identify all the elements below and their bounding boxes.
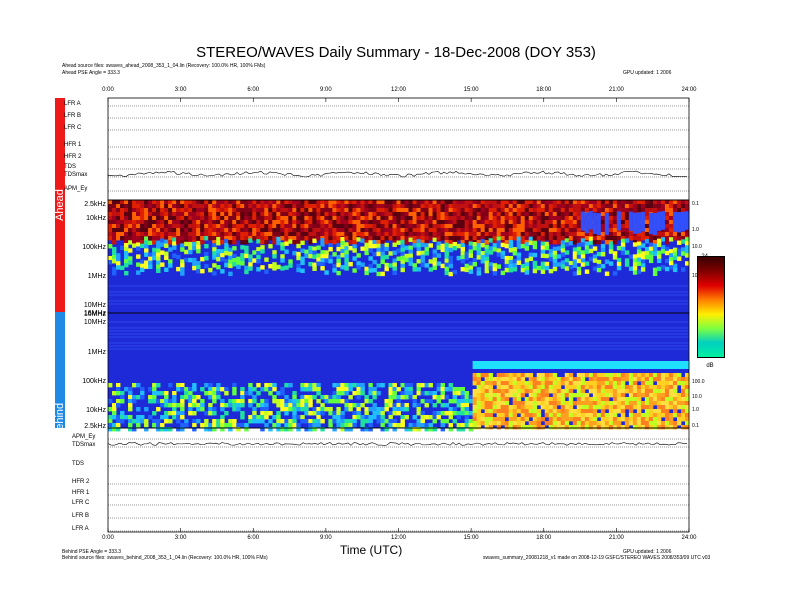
behind-panel-label: TDSmax [72,442,95,448]
generated-top-text: GPU updated: 1 2006 [623,70,672,76]
x-tick-label-bottom: 9:00 [320,535,332,541]
x-tick-label-bottom: 24:00 [681,535,697,541]
ahead-side-bar [55,98,65,312]
right-behind-tick: 1.0 [692,407,699,413]
ahead-spectrogram-cells [108,200,690,277]
x-tick-label-top: 0:00 [102,87,114,93]
right-behind-tick: 10.0 [692,394,702,400]
ahead-panel-label: APM_Ey [64,186,87,192]
behind-source-text: Behind source files: swaves_behind_2008_… [62,555,268,561]
behind-panel-label: LFR B [72,513,89,519]
x-tick-label-top: 21:00 [609,87,625,93]
behind-freq-label: 10kHz [86,407,106,414]
ahead-freq-label: 10MHz [84,302,107,309]
x-tick-label-top: 24:00 [681,87,697,93]
chart-title: STEREO/WAVES Daily Summary - 18-Dec-2008… [196,44,596,61]
ahead-panel-label: LFR A [64,101,81,107]
ahead-freq-label: 100kHz [82,244,106,251]
ahead-panel-label: HFR 2 [64,154,82,160]
behind-panel-label: HFR 1 [72,490,90,496]
right-behind-tick: 100.0 [692,379,705,385]
behind-panel-label: LFR A [72,526,89,532]
x-tick-label-top: 12:00 [391,87,407,93]
behind-tdsmax-trace [107,442,688,446]
behind-freq-label: 2.5kHz [84,423,106,430]
ahead-panel-label: LFR B [64,113,81,119]
ahead-panel-label: HFR 1 [64,142,82,148]
ahead-freq-label: 1MHz [88,273,107,280]
x-tick-label-bottom: 6:00 [247,535,259,541]
ahead-freq-label: 16MHz [84,310,107,317]
behind-angle-text: Behind PSE Angle = 333.3 [62,549,122,555]
x-tick-label-bottom: 0:00 [102,535,114,541]
x-tick-label-top: 9:00 [320,87,332,93]
ahead-freq-label: 10kHz [86,215,106,222]
right-ahead-tick: 10.0 [692,244,702,250]
right-behind-tick: 0.1 [692,423,699,429]
behind-panel-label: HFR 2 [72,479,90,485]
x-tick-label-top: 6:00 [247,87,259,93]
x-tick-label-top: 15:00 [464,87,480,93]
ahead-panel-label: TDS [64,164,76,170]
x-tick-label-bottom: 18:00 [536,535,552,541]
behind-spectrogram-cells [108,361,690,432]
behind-freq-label: 1MHz [88,349,107,356]
ahead-panels-frame [107,97,690,201]
x-tick-label-bottom: 12:00 [391,535,407,541]
x-tick-label-top: 3:00 [175,87,187,93]
behind-freq-label: 16MHz [84,311,107,318]
x-tick-label-bottom: 15:00 [464,535,480,541]
behind-panels-frame [107,427,690,533]
ahead-angle-text: Ahead PSE Angle = 333.3 [62,70,120,76]
right-ahead-tick: 1.0 [692,227,699,233]
ahead-tdsmax-trace [107,170,688,178]
ahead-freq-label: 2.5kHz [84,201,106,208]
behind-panel-label: LFR C [72,500,90,506]
ahead-panel-label: TDSmax [64,172,87,178]
generated-bottom-text: GPU updated: 1 2006 [623,549,672,555]
behind-side-bar [55,312,65,428]
x-tick-label-bottom: 3:00 [175,535,187,541]
colorbar [697,256,725,358]
colorbar-unit: dB [706,363,713,369]
behind-freq-label: 10MHz [84,319,107,326]
behind-panel-label: APM_Ey [72,434,95,440]
ahead-source-text: Ahead source files: swaves_ahead_2008_35… [62,63,266,69]
x-axis-label: Time (UTC) [340,543,403,557]
right-ahead-tick: 0.1 [692,201,699,207]
footer-text: swaves_summary_20081218_v1 made on 2008-… [483,555,711,561]
x-tick-label-bottom: 21:00 [609,535,625,541]
behind-panel-label: TDS [72,461,84,467]
behind-freq-label: 100kHz [82,378,106,385]
x-tick-label-top: 18:00 [536,87,552,93]
ahead-panel-label: LFR C [64,125,82,131]
